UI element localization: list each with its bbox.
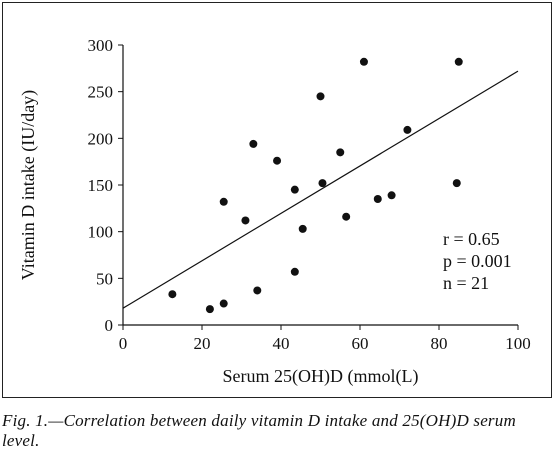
y-tick-label: 300: [88, 36, 114, 55]
data-point: [387, 191, 396, 200]
figure-caption: Fig. 1.—Correlation between daily vitami…: [2, 411, 516, 450]
data-point: [273, 156, 282, 165]
stat-annotation: r = 0.65: [443, 229, 500, 249]
tick-labels: 0 20 40 60 80 100 0 50 100 150 200 250 300: [88, 36, 531, 353]
stat-annotation: p = 0.001: [443, 251, 512, 271]
data-point: [290, 185, 299, 194]
x-tick-label: 0: [119, 334, 128, 353]
data-point: [205, 305, 214, 314]
data-point: [168, 290, 177, 299]
data-point: [249, 139, 258, 148]
y-tick-label: 100: [88, 223, 114, 242]
y-tick-label: 250: [88, 83, 114, 102]
y-tick-label: 50: [96, 269, 113, 288]
data-point: [316, 92, 325, 101]
data-point: [359, 57, 368, 66]
data-point: [373, 195, 382, 203]
x-tick-label: 20: [194, 334, 211, 353]
data-point: [342, 212, 351, 221]
data-point: [219, 299, 228, 308]
data-point: [452, 179, 461, 188]
y-tick-label: 0: [105, 316, 114, 335]
x-tick-label: 100: [505, 334, 531, 353]
data-point: [219, 197, 228, 206]
data-point: [253, 286, 262, 295]
stat-annotation: n = 21: [443, 273, 489, 293]
data-point: [336, 148, 345, 157]
trendline: [122, 70, 519, 309]
data-point: [454, 57, 463, 66]
x-tick-label: 40: [273, 334, 290, 353]
y-axis-label: Vitamin D intake (IU/day): [18, 90, 39, 280]
scatter-chart: 0 20 40 60 80 100 0 50 100 150 200 250 300 r = 0.65p…: [18, 36, 531, 387]
data-point: [298, 224, 307, 233]
figure-frame: 0 20 40 60 80 100 0 50 100 150 200 250 300 r = 0.65 p…: [2, 2, 552, 398]
y-tick-label: 200: [88, 129, 114, 148]
data-point: [241, 216, 250, 225]
data-point: [318, 179, 327, 188]
axes: [118, 44, 519, 330]
data-point: [290, 267, 299, 276]
x-tick-label: 60: [352, 334, 369, 353]
x-tick-label: 80: [431, 334, 448, 353]
y-tick-label: 150: [88, 176, 114, 195]
data-point: [403, 125, 412, 134]
x-axis-label: Serum 25(OH)D (mmol(L): [223, 366, 419, 387]
data-points: [168, 57, 463, 314]
